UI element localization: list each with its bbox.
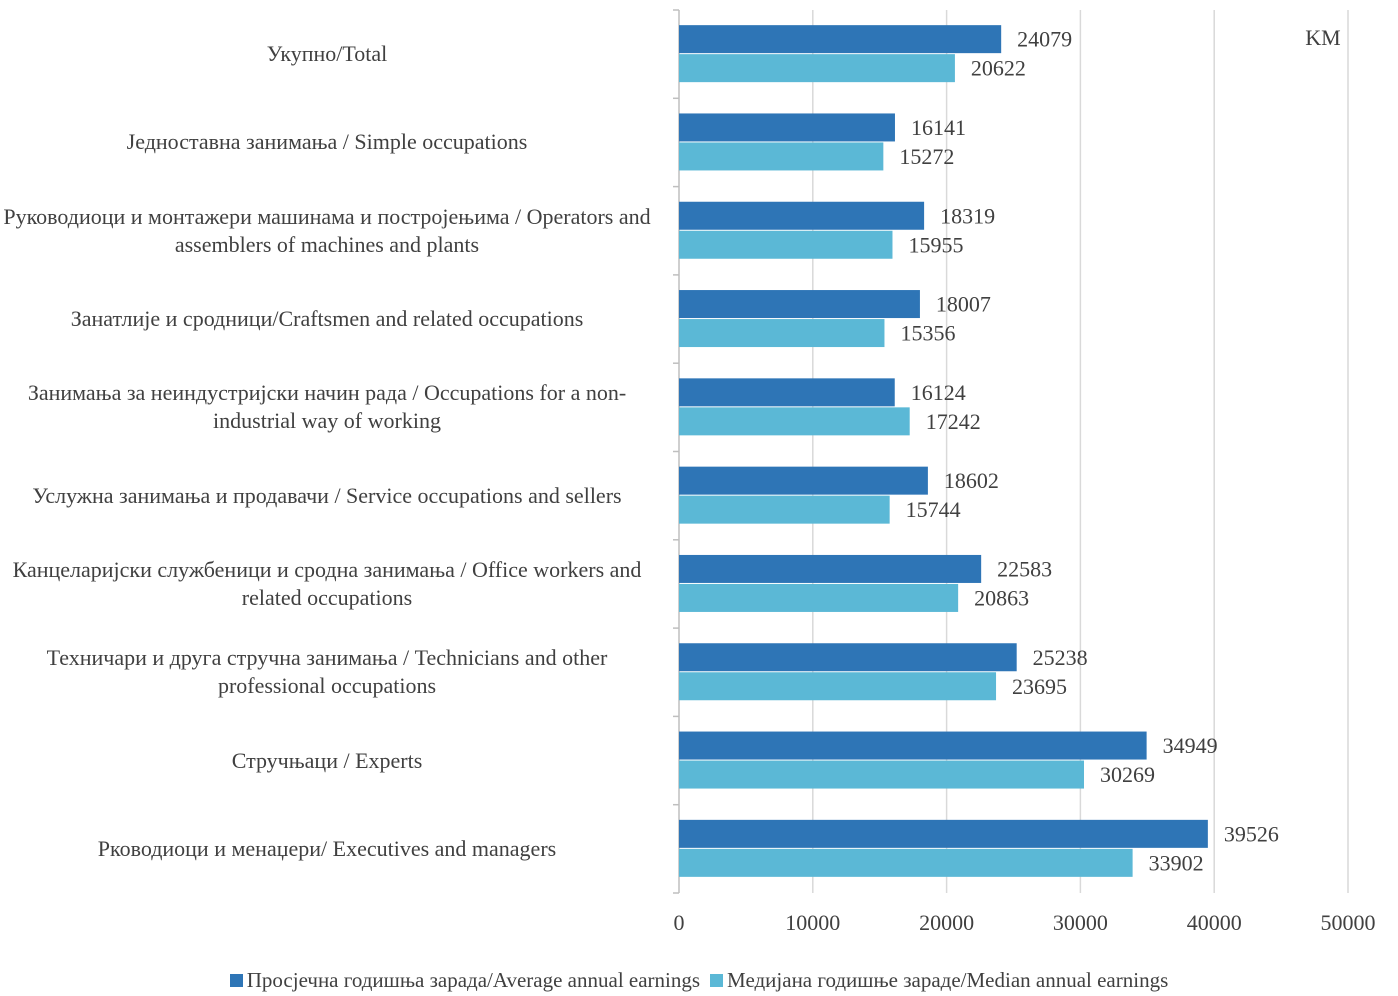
- x-tick-label: 20000: [919, 910, 974, 935]
- category-label: Рководиоци и менаџери/ Executives and ma…: [97, 835, 557, 861]
- bar: [679, 25, 1002, 54]
- value-label: 22583: [997, 556, 1052, 581]
- x-tick-label: 50000: [1321, 910, 1376, 935]
- legend-label: Просјечна годишња зарада/Average annual …: [246, 968, 701, 992]
- value-label: 16141: [911, 115, 966, 140]
- value-label: 30269: [1100, 762, 1155, 787]
- bar: [679, 495, 890, 524]
- bar: [679, 407, 910, 436]
- legend-swatch: [229, 974, 243, 987]
- value-label: 20622: [971, 56, 1026, 81]
- category-label: Укупно/Total: [266, 41, 388, 67]
- category-label: Занимања за неиндустријски начин рада / …: [27, 380, 627, 434]
- bar: [679, 201, 925, 230]
- x-tick-label: 0: [674, 910, 685, 935]
- bar: [679, 466, 928, 495]
- value-label: 15356: [900, 321, 955, 346]
- value-label: 15744: [906, 497, 961, 522]
- bar: [679, 142, 884, 171]
- value-label: 17242: [926, 409, 981, 434]
- category-label: Услужна занимања и продавачи / Service o…: [32, 482, 622, 508]
- x-tick-label: 10000: [785, 910, 840, 935]
- value-label: 16124: [911, 380, 966, 405]
- value-label: 33902: [1149, 850, 1204, 875]
- value-label: 18007: [936, 292, 991, 317]
- x-tick-label: 40000: [1187, 910, 1242, 935]
- x-tick-label: 30000: [1053, 910, 1108, 935]
- value-label: 18319: [940, 203, 995, 228]
- bar: [679, 848, 1133, 877]
- legend-item: Медијана годишње зараде/Median annual ea…: [710, 968, 1168, 993]
- unit-label: KM: [1305, 25, 1340, 50]
- value-label: 39526: [1224, 821, 1279, 846]
- bar: [679, 319, 885, 348]
- bar: [679, 554, 982, 583]
- bar: [679, 230, 893, 259]
- bar: [679, 378, 895, 407]
- value-label: 15272: [899, 144, 954, 169]
- value-label: 23695: [1012, 674, 1067, 699]
- legend: Просјечна годишња зарада/Average annual …: [0, 968, 1398, 993]
- value-label: 25238: [1033, 645, 1088, 670]
- value-label: 18602: [944, 468, 999, 493]
- value-label: 34949: [1163, 733, 1218, 758]
- value-label: 15955: [908, 232, 963, 257]
- bar: [679, 643, 1017, 672]
- bar: [679, 819, 1208, 848]
- legend-item: Просјечна годишња зарада/Average annual …: [229, 968, 701, 993]
- bar: [679, 290, 920, 319]
- category-label: Занатлије и сродници/Craftsmen and relat…: [70, 306, 584, 332]
- legend-label: Медијана годишње зараде/Median annual ea…: [727, 968, 1169, 992]
- category-label: Канцеларијски службеници и сродна занима…: [12, 556, 642, 610]
- bar: [679, 113, 895, 142]
- bar: [679, 583, 959, 612]
- value-label: 24079: [1017, 27, 1072, 52]
- category-label: Једноставна занимања / Simple occupation…: [126, 129, 528, 155]
- category-label: Стручњаци / Experts: [231, 747, 423, 773]
- legend-swatch: [710, 974, 724, 987]
- bar: [679, 760, 1084, 789]
- bar: [679, 54, 955, 83]
- category-label: Руководиоци и монтажери машинама и постр…: [3, 203, 651, 257]
- bar: [679, 672, 997, 701]
- value-label: 20863: [974, 585, 1029, 610]
- category-label: Техничари и друга стручна занимања / Tec…: [46, 645, 608, 699]
- bar: [679, 731, 1147, 760]
